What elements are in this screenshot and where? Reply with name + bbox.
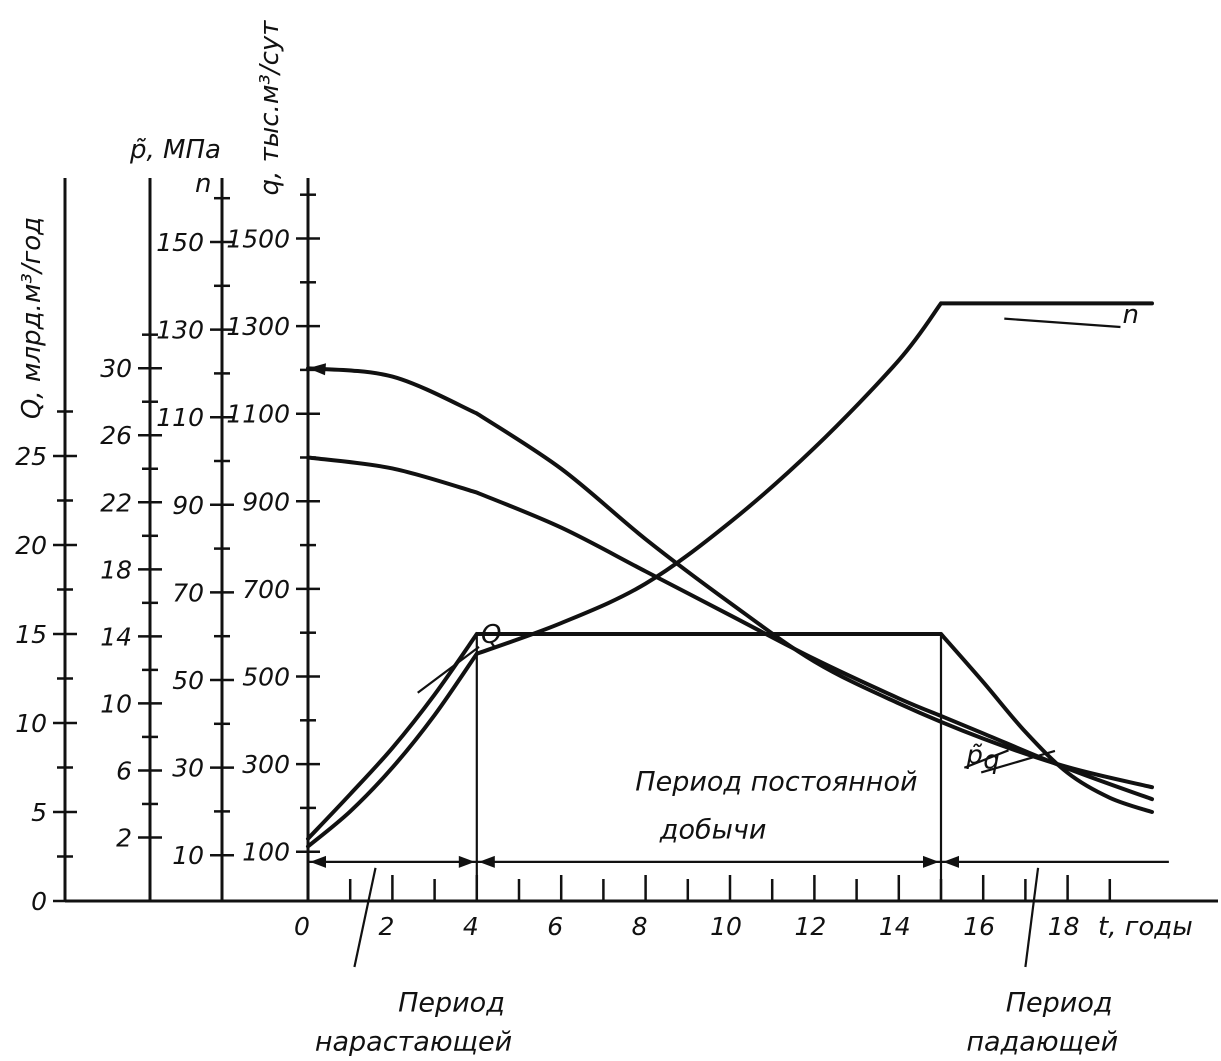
x-axis-title: t, годы: [1098, 912, 1193, 942]
y-tick-label-q: 900: [242, 487, 290, 516]
period-annotation: Период постоянной: [635, 767, 917, 798]
series-leader-q: [980, 749, 1056, 774]
series-curve-Q: [306, 631, 1154, 841]
axes-layer: 0 2 4 6 8 10 12 14 16 18 t, годы 0 5 10 15 20 25 Q, млрд.…: [15, 20, 1218, 942]
y-tick-label-p: 26: [100, 421, 132, 450]
y-tick-label-Q: 20: [15, 531, 47, 560]
x-tick-label: 18: [1048, 912, 1080, 941]
y-tick-label-n: 30: [172, 754, 204, 783]
x-tick-label: 8: [632, 912, 648, 941]
arrowhead: [943, 855, 959, 868]
x-tick-label: 2: [378, 912, 394, 941]
arrowhead: [310, 855, 326, 868]
series-curve-p: [306, 366, 1154, 790]
y-tick-label-n: 90: [172, 491, 204, 520]
series-leader-p: [963, 749, 1009, 769]
y-tick-label-Q: 0: [31, 887, 47, 916]
arrowhead: [458, 855, 475, 868]
y-tick-label-n: 150: [156, 228, 204, 257]
y-tick-label-n: 10: [172, 841, 204, 870]
y-tick-label-q: 700: [242, 575, 290, 604]
y-axis-title-p: p̃, МПа: [129, 135, 221, 165]
y-tick-label-p: 10: [100, 689, 132, 718]
period-annotation: Период: [398, 987, 505, 1018]
y-tick-label-n: 110: [156, 403, 204, 432]
period-annotation: Период: [1006, 987, 1113, 1018]
x-tick-label: 6: [547, 912, 563, 941]
y-tick-label-Q: 5: [31, 798, 47, 827]
series-curve-q: [306, 455, 1154, 802]
y-tick-label-Q: 15: [15, 620, 47, 649]
y-tick-label-Q: 10: [15, 709, 47, 738]
y-tick-label-q: 100: [242, 838, 290, 867]
x-tick-label: 0: [294, 912, 310, 941]
x-tick-label: 10: [710, 912, 742, 941]
y-axis-title-Q: Q, млрд.м³/год: [17, 217, 47, 419]
curves-layer: [306, 301, 1154, 849]
y-tick-label-p: 22: [100, 488, 132, 517]
series-label-n: n: [1122, 300, 1138, 330]
series-curve-n: [306, 301, 1154, 849]
y-tick-label-q: 1300: [226, 312, 290, 341]
arrowhead: [478, 855, 495, 868]
series-leader-n: [1004, 317, 1121, 329]
y-tick-label-p: 18: [100, 555, 132, 584]
period-annotation: нарастающей: [315, 1027, 512, 1058]
y-tick-label-q: 300: [242, 750, 290, 779]
y-tick-label-p: 6: [116, 756, 132, 785]
y-tick-label-q: 1100: [226, 400, 290, 429]
y-tick-label-n: 70: [172, 578, 204, 607]
arrowhead: [923, 855, 939, 868]
y-tick-label-p: 2: [116, 823, 132, 852]
x-tick-label: 16: [963, 912, 995, 941]
x-tick-label: 12: [794, 912, 826, 941]
x-tick-label: 4: [463, 912, 479, 941]
series-leader-Q: [417, 646, 480, 694]
y-axis-title-q: q, тыс.м³/сут: [255, 20, 285, 196]
y-tick-label-n: 130: [156, 316, 204, 345]
y-tick-label-p: 30: [100, 354, 132, 383]
series-label-Q: Q: [481, 620, 501, 650]
y-tick-label-q: 1500: [226, 225, 290, 254]
y-tick-label-Q: 25: [15, 442, 47, 471]
period-annotation: падающей: [966, 1027, 1118, 1058]
period-leader: [1024, 867, 1040, 968]
period-annotation: добычи: [659, 815, 767, 846]
y-tick-label-n: 50: [172, 666, 204, 695]
period-leader: [353, 867, 377, 968]
y-tick-label-q: 500: [242, 663, 290, 692]
y-axis-title-n: n: [195, 169, 211, 199]
x-tick-label: 14: [879, 912, 911, 941]
p-curve-start-arrow: [308, 363, 326, 376]
y-tick-label-p: 14: [100, 622, 132, 651]
